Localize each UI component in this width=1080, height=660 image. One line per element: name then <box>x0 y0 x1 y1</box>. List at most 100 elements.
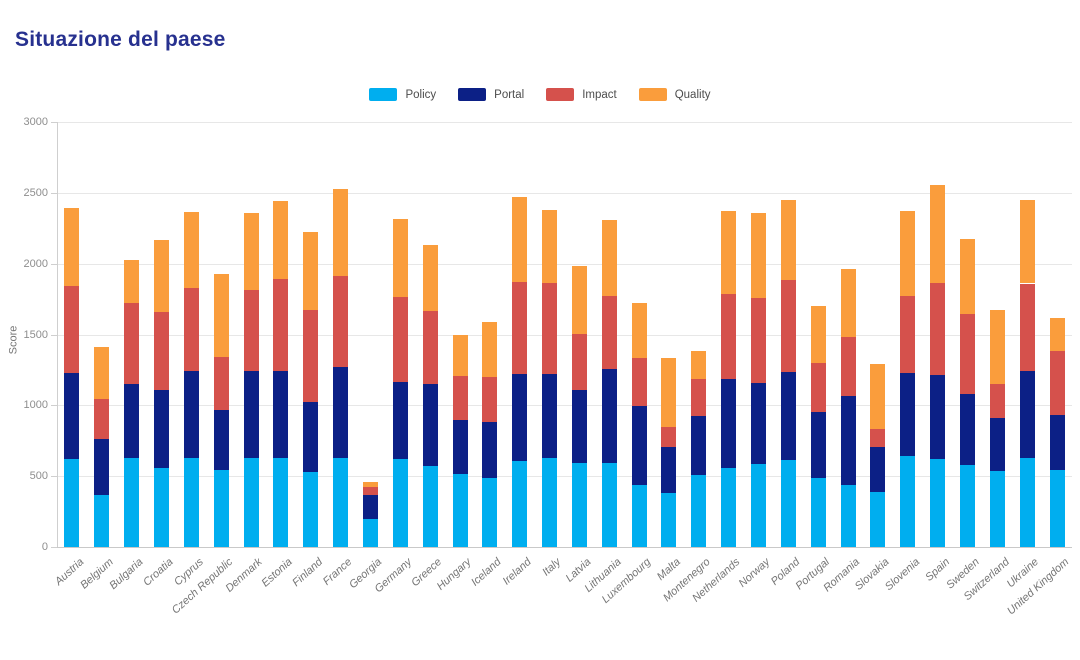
bar-segment-switzerland-policy[interactable] <box>989 471 1005 547</box>
bar-segment-luxembourg-impact[interactable] <box>631 357 647 407</box>
bar-segment-malta-impact[interactable] <box>661 427 677 448</box>
bar-segment-estonia-impact[interactable] <box>273 279 289 372</box>
bar-segment-bulgaria-policy[interactable] <box>124 458 140 547</box>
legend-item-quality[interactable]: Quality <box>638 88 711 101</box>
bar-segment-portugal-policy[interactable] <box>810 477 826 547</box>
bar-segment-cyprus-portal[interactable] <box>183 371 199 458</box>
bar-segment-denmark-quality[interactable] <box>243 212 259 290</box>
bar-segment-hungary-policy[interactable] <box>452 474 468 547</box>
bar-segment-poland-quality[interactable] <box>780 199 796 280</box>
bar-segment-ireland-policy[interactable] <box>512 461 528 547</box>
bar-segment-ireland-portal[interactable] <box>512 374 528 462</box>
bar-segment-france-quality[interactable] <box>333 188 349 276</box>
bar-segment-italy-policy[interactable] <box>542 457 558 547</box>
bar-segment-czech-republic-impact[interactable] <box>213 357 229 410</box>
bar-segment-slovakia-policy[interactable] <box>870 492 886 547</box>
bar-segment-estonia-policy[interactable] <box>273 457 289 547</box>
bar-segment-portugal-impact[interactable] <box>810 362 826 413</box>
bar-segment-netherlands-portal[interactable] <box>721 379 737 468</box>
bar-segment-greece-impact[interactable] <box>422 311 438 385</box>
bar-segment-poland-policy[interactable] <box>780 459 796 547</box>
bar-segment-croatia-policy[interactable] <box>153 467 169 547</box>
bar-segment-greece-portal[interactable] <box>422 384 438 466</box>
bar-segment-slovenia-quality[interactable] <box>900 210 916 296</box>
bar-segment-hungary-quality[interactable] <box>452 335 468 376</box>
bar-segment-belgium-impact[interactable] <box>94 398 110 440</box>
bar-segment-bulgaria-portal[interactable] <box>124 384 140 459</box>
bar-segment-spain-quality[interactable] <box>930 185 946 283</box>
bar-segment-hungary-portal[interactable] <box>452 420 468 475</box>
bar-segment-norway-policy[interactable] <box>751 464 767 547</box>
bar-segment-portugal-portal[interactable] <box>810 412 826 478</box>
bar-segment-croatia-portal[interactable] <box>153 389 169 468</box>
bar-segment-netherlands-policy[interactable] <box>721 467 737 547</box>
bar-segment-germany-impact[interactable] <box>392 296 408 382</box>
bar-segment-sweden-portal[interactable] <box>960 394 975 465</box>
bar-segment-switzerland-quality[interactable] <box>989 309 1005 385</box>
bar-segment-norway-impact[interactable] <box>751 297 767 383</box>
bar-segment-greece-quality[interactable] <box>422 245 438 312</box>
bar-segment-germany-portal[interactable] <box>392 381 408 460</box>
bar-segment-latvia-policy[interactable] <box>571 463 587 547</box>
bar-segment-united-kingdom-portal[interactable] <box>1049 414 1065 470</box>
bar-segment-italy-quality[interactable] <box>542 209 558 283</box>
legend-item-policy[interactable]: Policy <box>369 88 436 101</box>
bar-segment-norway-portal[interactable] <box>751 382 767 465</box>
bar-segment-norway-quality[interactable] <box>751 212 767 298</box>
bar-segment-spain-policy[interactable] <box>930 459 946 547</box>
bar-segment-austria-quality[interactable] <box>64 208 80 287</box>
bar-segment-finland-impact[interactable] <box>303 309 319 402</box>
legend-item-portal[interactable]: Portal <box>458 88 524 101</box>
bar-segment-slovenia-portal[interactable] <box>900 372 916 457</box>
bar-segment-latvia-quality[interactable] <box>571 265 587 334</box>
bar-segment-slovenia-policy[interactable] <box>900 456 916 547</box>
bar-segment-cyprus-impact[interactable] <box>183 288 199 372</box>
bar-segment-united-kingdom-impact[interactable] <box>1049 350 1065 415</box>
bar-segment-denmark-impact[interactable] <box>243 289 259 372</box>
bar-segment-malta-quality[interactable] <box>661 357 677 428</box>
bar-segment-austria-policy[interactable] <box>64 459 80 547</box>
bar-segment-romania-portal[interactable] <box>840 396 856 485</box>
bar-segment-switzerland-portal[interactable] <box>989 418 1005 472</box>
bar-segment-lithuania-quality[interactable] <box>601 220 617 296</box>
bar-segment-bulgaria-quality[interactable] <box>124 260 140 304</box>
bar-segment-romania-quality[interactable] <box>840 269 856 337</box>
bar-segment-denmark-portal[interactable] <box>243 371 259 458</box>
bar-segment-estonia-portal[interactable] <box>273 371 289 458</box>
bar-segment-croatia-impact[interactable] <box>153 311 169 390</box>
bar-segment-iceland-impact[interactable] <box>482 377 498 423</box>
bar-segment-slovakia-quality[interactable] <box>870 363 886 429</box>
bar-segment-netherlands-impact[interactable] <box>721 294 737 380</box>
bar-segment-lithuania-policy[interactable] <box>601 462 617 547</box>
bar-segment-finland-portal[interactable] <box>303 401 319 472</box>
bar-segment-slovakia-portal[interactable] <box>870 447 886 493</box>
bar-segment-ukraine-quality[interactable] <box>1019 199 1035 284</box>
bar-segment-montenegro-impact[interactable] <box>691 379 707 416</box>
bar-segment-belgium-policy[interactable] <box>94 495 110 547</box>
bar-segment-lithuania-portal[interactable] <box>601 369 617 463</box>
legend-item-impact[interactable]: Impact <box>546 88 617 101</box>
bar-segment-romania-impact[interactable] <box>840 336 856 397</box>
bar-segment-latvia-impact[interactable] <box>571 333 587 390</box>
bar-segment-cyprus-policy[interactable] <box>183 457 199 547</box>
bar-segment-czech-republic-policy[interactable] <box>213 469 229 547</box>
bar-segment-denmark-policy[interactable] <box>243 457 259 547</box>
bar-segment-montenegro-quality[interactable] <box>691 350 707 380</box>
bar-segment-bulgaria-impact[interactable] <box>124 303 140 385</box>
bar-segment-germany-quality[interactable] <box>392 219 408 297</box>
bar-segment-netherlands-quality[interactable] <box>721 210 737 295</box>
bar-segment-iceland-portal[interactable] <box>482 422 498 478</box>
bar-segment-malta-policy[interactable] <box>661 493 677 547</box>
bar-segment-croatia-quality[interactable] <box>153 239 169 312</box>
bar-segment-cyprus-quality[interactable] <box>183 211 199 289</box>
bar-segment-latvia-portal[interactable] <box>571 389 587 464</box>
bar-segment-sweden-impact[interactable] <box>960 313 975 394</box>
bar-segment-france-portal[interactable] <box>333 367 349 458</box>
bar-segment-austria-impact[interactable] <box>64 286 80 374</box>
bar-segment-malta-portal[interactable] <box>661 447 677 494</box>
bar-segment-spain-impact[interactable] <box>930 282 946 375</box>
bar-segment-poland-impact[interactable] <box>780 279 796 373</box>
bar-segment-georgia-policy[interactable] <box>362 519 378 547</box>
bar-segment-luxembourg-portal[interactable] <box>631 406 647 485</box>
bar-segment-portugal-quality[interactable] <box>810 306 826 363</box>
